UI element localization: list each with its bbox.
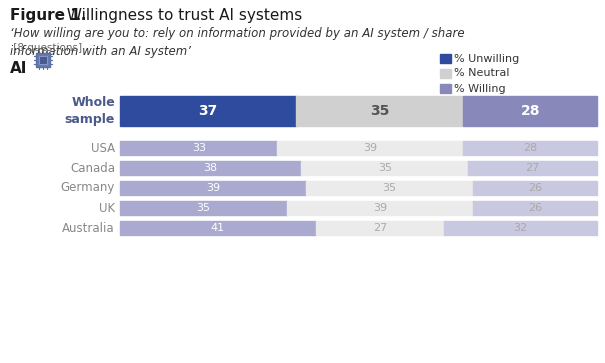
Bar — [39, 56, 47, 64]
Bar — [440, 84, 451, 93]
Text: 39: 39 — [364, 143, 378, 153]
Bar — [120, 96, 296, 126]
Text: USA: USA — [91, 142, 115, 155]
Bar — [301, 161, 468, 175]
Bar — [120, 181, 306, 195]
Bar — [473, 181, 597, 195]
Text: ‘How willing are you to: rely on information provided by an AI system / share
in: ‘How willing are you to: rely on informa… — [10, 27, 465, 58]
Text: Whole
sample: Whole sample — [65, 97, 115, 126]
Text: 39: 39 — [206, 183, 220, 193]
Bar — [120, 221, 316, 235]
Text: 28: 28 — [523, 143, 537, 153]
Bar — [473, 201, 597, 215]
Bar — [444, 221, 597, 235]
Text: 28: 28 — [520, 104, 540, 118]
Bar — [463, 96, 597, 126]
Text: 39: 39 — [373, 203, 387, 213]
Bar — [463, 141, 597, 155]
Text: 35: 35 — [370, 104, 390, 118]
Text: Canada: Canada — [70, 162, 115, 175]
Text: % Neutral: % Neutral — [454, 69, 509, 78]
Text: Figure 1.: Figure 1. — [10, 8, 87, 23]
Text: Germany: Germany — [60, 182, 115, 195]
Bar — [296, 96, 463, 126]
Bar — [316, 221, 444, 235]
Text: % Unwilling: % Unwilling — [454, 53, 519, 64]
Text: 32: 32 — [514, 223, 528, 233]
FancyBboxPatch shape — [36, 53, 50, 67]
Bar — [440, 54, 451, 63]
Bar — [287, 201, 473, 215]
Text: UK: UK — [99, 201, 115, 215]
Text: 37: 37 — [198, 104, 218, 118]
Text: [8 questions]: [8 questions] — [10, 43, 82, 53]
Text: 35: 35 — [378, 163, 391, 173]
Bar — [120, 161, 301, 175]
Text: 33: 33 — [192, 143, 206, 153]
Text: 38: 38 — [203, 163, 218, 173]
Text: 26: 26 — [528, 203, 542, 213]
Text: 27: 27 — [526, 163, 540, 173]
Bar — [120, 201, 287, 215]
Text: % Willing: % Willing — [454, 83, 506, 94]
Text: 35: 35 — [382, 183, 396, 193]
Bar — [120, 141, 278, 155]
Text: Australia: Australia — [62, 221, 115, 234]
Text: AI: AI — [10, 61, 27, 76]
Text: Willingness to trust AI systems: Willingness to trust AI systems — [62, 8, 302, 23]
Text: 26: 26 — [528, 183, 542, 193]
Text: 27: 27 — [373, 223, 387, 233]
Bar — [468, 161, 597, 175]
Bar — [440, 69, 451, 78]
Text: 35: 35 — [197, 203, 211, 213]
Bar — [306, 181, 473, 195]
Text: 41: 41 — [211, 223, 225, 233]
Bar — [278, 141, 463, 155]
